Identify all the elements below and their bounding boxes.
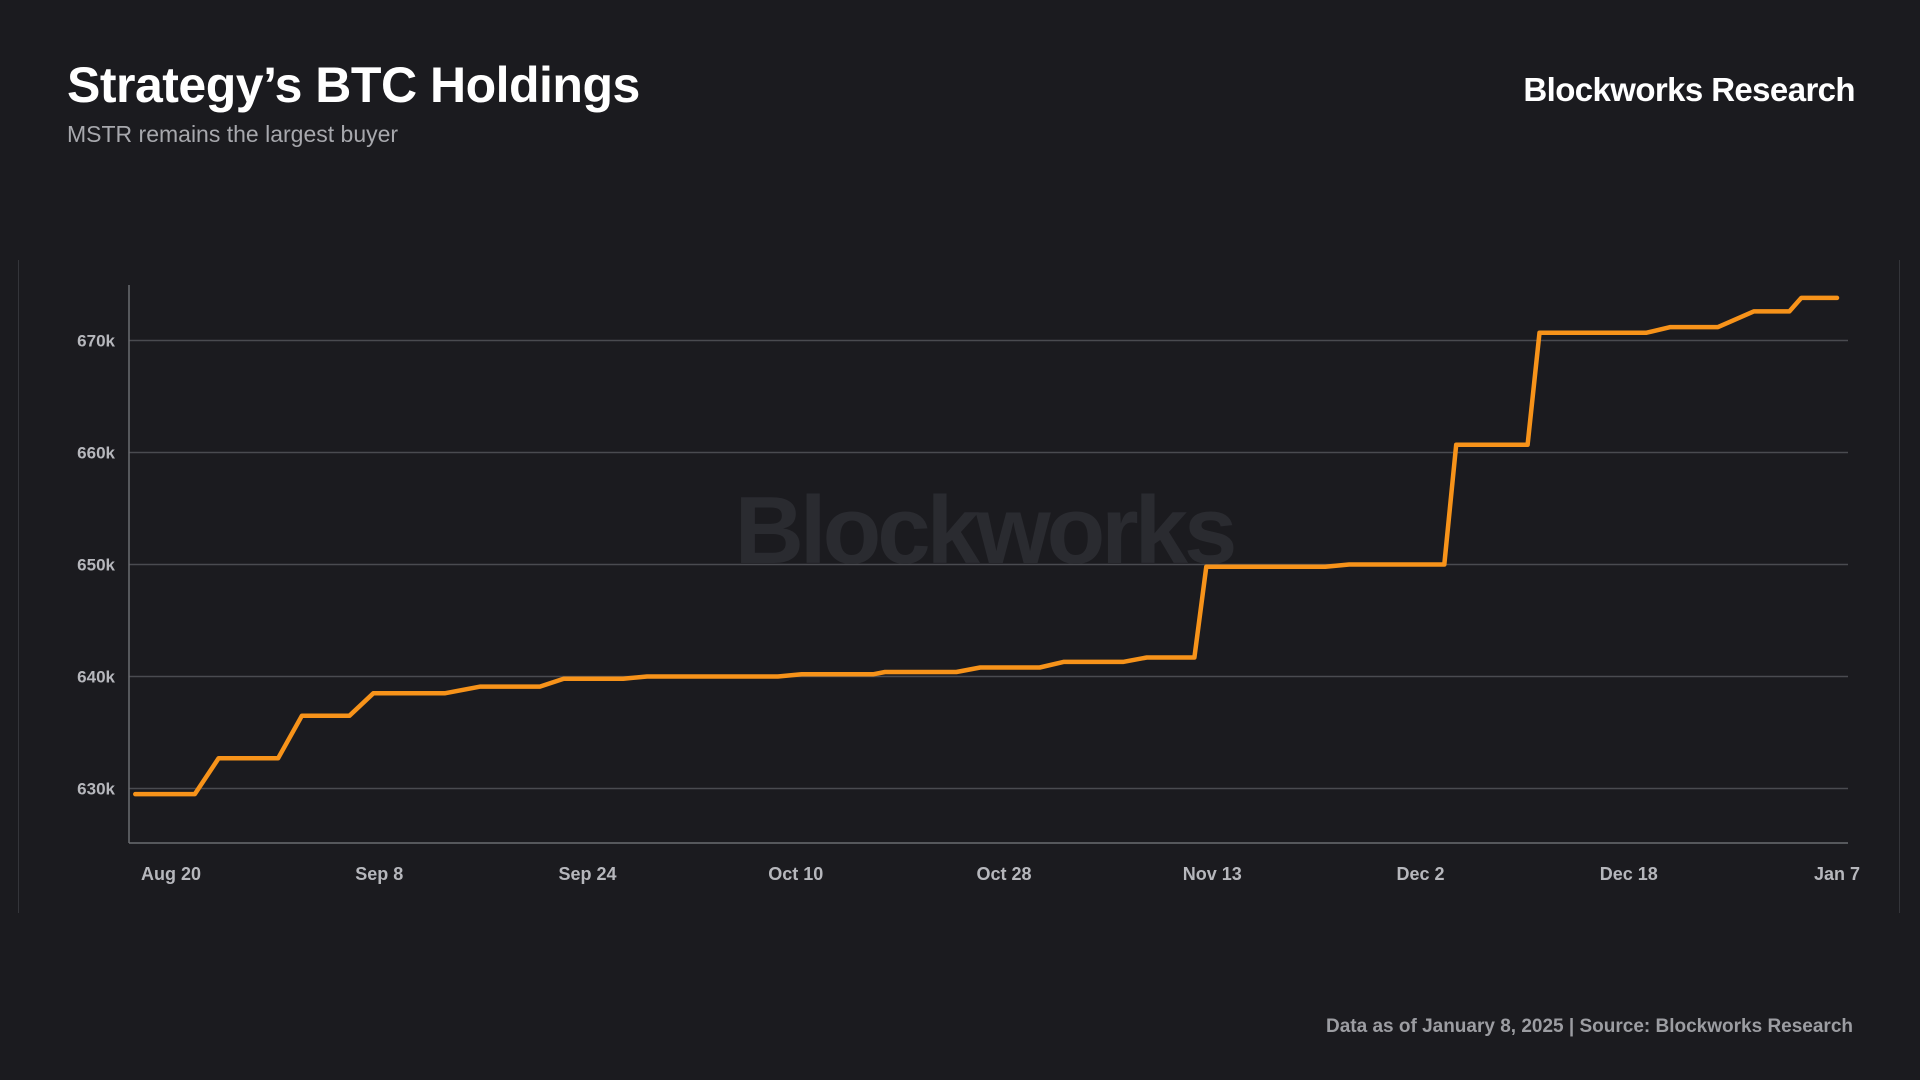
y-tick-label: 630k [77, 780, 115, 799]
y-tick-labels: 630k 640k 650k 660k 670k [77, 332, 115, 799]
series-line [133, 295, 1840, 797]
brand-logo: Blockworks Research [1523, 71, 1855, 108]
x-tick-label: Dec 18 [1600, 864, 1658, 884]
y-tick-label: 650k [77, 556, 115, 575]
watermark-text: Blockworks [735, 477, 1234, 584]
x-tick-label: Aug 20 [141, 864, 201, 884]
chart-subtitle: MSTR remains the largest buyer [67, 121, 399, 147]
y-tick-label: 670k [77, 332, 115, 351]
grid-lines [129, 339, 1848, 790]
axes [128, 285, 1848, 844]
x-tick-label: Jan 7 [1814, 864, 1860, 884]
series-layer [133, 295, 1840, 797]
x-tick-label: Nov 13 [1183, 864, 1242, 884]
x-tick-labels: Aug 20 Sep 8 Sep 24 Oct 10 Oct 28 Nov 13 Dec 2… [141, 864, 1860, 884]
chart-title: Strategy’s BTC Holdings [67, 57, 640, 113]
x-tick-label: Sep 8 [355, 864, 403, 884]
y-tick-label: 640k [77, 668, 115, 687]
x-tick-label: Dec 2 [1396, 864, 1444, 884]
y-tick-label: 660k [77, 444, 115, 463]
source-footnote: Data as of January 8, 2025 | Source: Blo… [1325, 1016, 1853, 1037]
x-tick-label: Sep 24 [558, 864, 616, 884]
x-tick-label: Oct 28 [976, 864, 1031, 884]
x-tick-label: Oct 10 [768, 864, 823, 884]
chart-frame [18, 260, 1900, 913]
